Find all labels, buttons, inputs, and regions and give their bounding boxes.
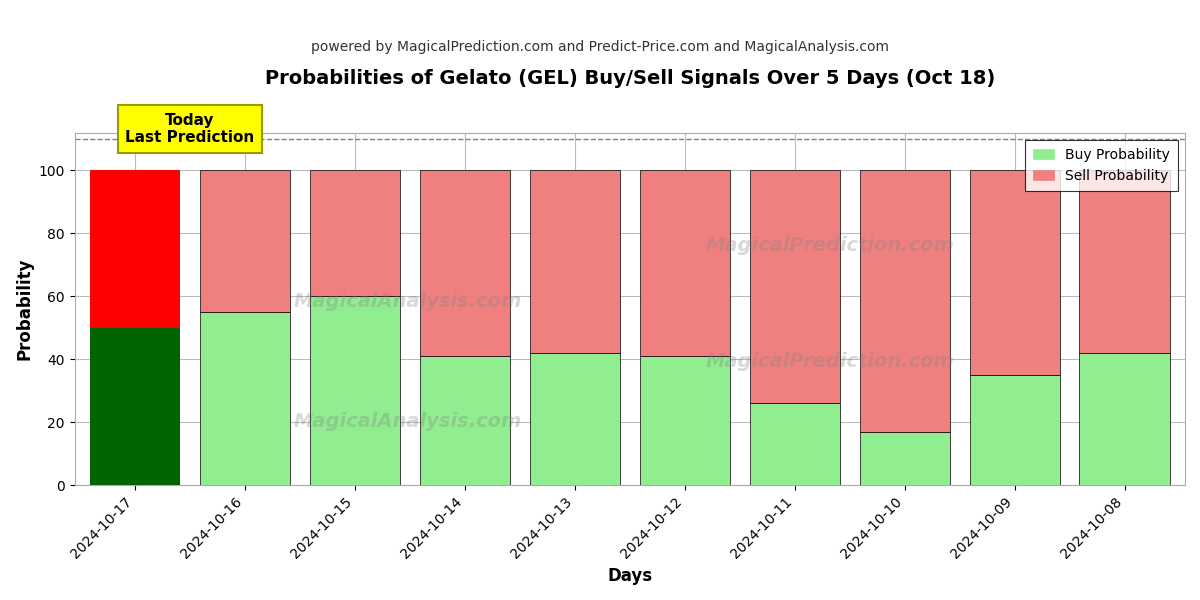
Y-axis label: Probability: Probability xyxy=(16,257,34,360)
Bar xyxy=(1080,353,1170,485)
Bar xyxy=(970,375,1060,485)
Text: MagicalPrediction.com: MagicalPrediction.com xyxy=(706,352,954,371)
Bar xyxy=(750,403,840,485)
X-axis label: Days: Days xyxy=(607,567,653,585)
Bar xyxy=(200,312,290,485)
Bar xyxy=(200,170,290,312)
Bar xyxy=(529,353,620,485)
Bar xyxy=(970,170,1060,375)
Bar xyxy=(859,431,949,485)
Bar xyxy=(420,170,510,356)
Text: MagicalPrediction.com: MagicalPrediction.com xyxy=(706,236,954,255)
Text: MagicalAnalysis.com: MagicalAnalysis.com xyxy=(294,412,522,431)
Bar xyxy=(640,170,730,356)
Bar xyxy=(90,170,180,328)
Bar xyxy=(310,170,400,296)
Bar xyxy=(420,356,510,485)
Bar xyxy=(859,170,949,431)
Text: powered by MagicalPrediction.com and Predict-Price.com and MagicalAnalysis.com: powered by MagicalPrediction.com and Pre… xyxy=(311,40,889,54)
Title: Probabilities of Gelato (GEL) Buy/Sell Signals Over 5 Days (Oct 18): Probabilities of Gelato (GEL) Buy/Sell S… xyxy=(265,69,995,88)
Bar xyxy=(750,170,840,403)
Bar xyxy=(1080,170,1170,353)
Text: MagicalAnalysis.com: MagicalAnalysis.com xyxy=(294,292,522,311)
Text: Today
Last Prediction: Today Last Prediction xyxy=(126,113,254,145)
Bar xyxy=(529,170,620,353)
Legend: Buy Probability, Sell Probability: Buy Probability, Sell Probability xyxy=(1025,140,1178,191)
Bar xyxy=(640,356,730,485)
Bar xyxy=(310,296,400,485)
Bar xyxy=(90,328,180,485)
